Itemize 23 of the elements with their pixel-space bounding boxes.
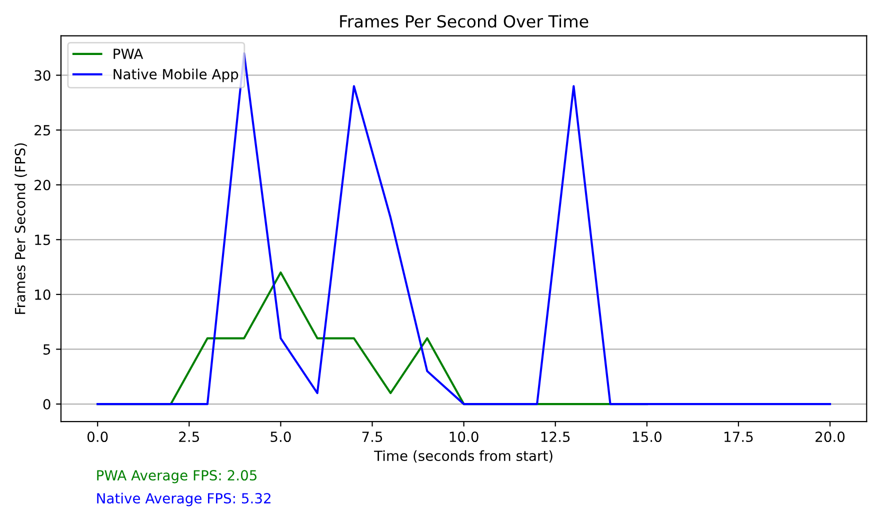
y-tick-label: 20 — [34, 180, 50, 190]
text: Native Average FPS: 5.32 — [97, 492, 270, 506]
x-tick-label: 5.0 — [270, 432, 291, 442]
x-tick-label: 7.5 — [362, 432, 382, 442]
x-tick-label: 2.5 — [179, 432, 199, 442]
x-tick-label: 20.0 — [816, 432, 845, 442]
legend-label: Native Mobile App — [114, 68, 238, 82]
y-tick-label: 25 — [34, 125, 50, 136]
x-tick-label: 17.5 — [724, 432, 753, 442]
y-tick-label: 10 — [35, 289, 50, 300]
x-tick-label: 10.0 — [450, 432, 478, 442]
y-tick-label: 15 — [35, 234, 50, 246]
chart-title: Frames Per Second Over Time — [340, 14, 588, 28]
y-tick-label: 5 — [43, 344, 50, 355]
y-axis-title: Frames Per Second (FPS) — [14, 143, 27, 314]
text: PWA Average FPS: 2.05 — [97, 470, 257, 484]
x-tick-label: 0.0 — [87, 432, 108, 442]
y-tick-label: 30 — [34, 70, 50, 81]
legend-label: PWA — [114, 48, 144, 59]
x-axis-title: Time (seconds from start) — [374, 450, 552, 463]
x-tick-label: 12.5 — [541, 432, 570, 442]
y-tick-label: 0 — [43, 399, 50, 410]
x-tick-label: 15.0 — [632, 432, 662, 442]
